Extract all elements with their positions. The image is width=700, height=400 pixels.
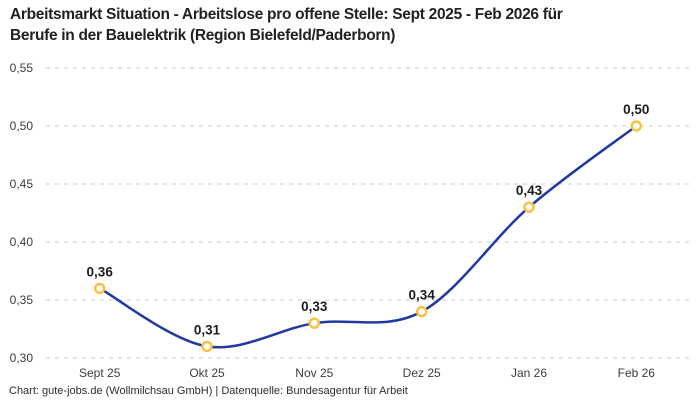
- y-axis-tick-label: 0,55: [10, 61, 34, 75]
- chart-title-line1: Arbeitsmarkt Situation - Arbeitslose pro…: [10, 6, 563, 23]
- y-axis-tick-label: 0,45: [10, 177, 34, 191]
- chart-title-line2: Berufe in der Bauelektrik (Region Bielef…: [10, 27, 396, 44]
- x-axis-tick-label: Okt 25: [189, 366, 225, 380]
- data-point-label: 0,50: [623, 102, 649, 117]
- y-axis-tick-label: 0,30: [10, 351, 34, 365]
- data-point-marker: [416, 305, 428, 318]
- y-axis-tick-label: 0,35: [10, 293, 34, 307]
- data-point-marker: [308, 317, 320, 329]
- data-point-marker: [201, 340, 213, 353]
- data-point-label: 0,36: [87, 264, 114, 279]
- x-axis-tick-label: Feb 26: [618, 366, 656, 380]
- data-point-marker: [93, 282, 106, 295]
- x-axis-tick-label: Dez 25: [403, 366, 441, 380]
- x-axis-tick-label: Nov 25: [295, 366, 333, 380]
- series-line: [98, 124, 638, 349]
- chart-title: Arbeitsmarkt Situation - Arbeitslose pro…: [10, 4, 686, 46]
- y-axis-tick-label: 0,40: [10, 235, 34, 249]
- x-axis-tick-label: Sept 25: [79, 366, 121, 380]
- data-point-label: 0,31: [194, 322, 221, 337]
- data-point-label: 0,33: [301, 299, 328, 314]
- data-point-label: 0,43: [516, 183, 543, 198]
- data-point-marker: [523, 201, 535, 213]
- data-point-marker: [630, 120, 642, 132]
- chart-footer: Chart: gute-jobs.de (Wollmilchsau GmbH) …: [9, 385, 408, 397]
- x-axis-tick-label: Jan 26: [511, 366, 547, 380]
- data-point-label: 0,34: [409, 288, 436, 303]
- y-axis-tick-label: 0,50: [10, 119, 34, 133]
